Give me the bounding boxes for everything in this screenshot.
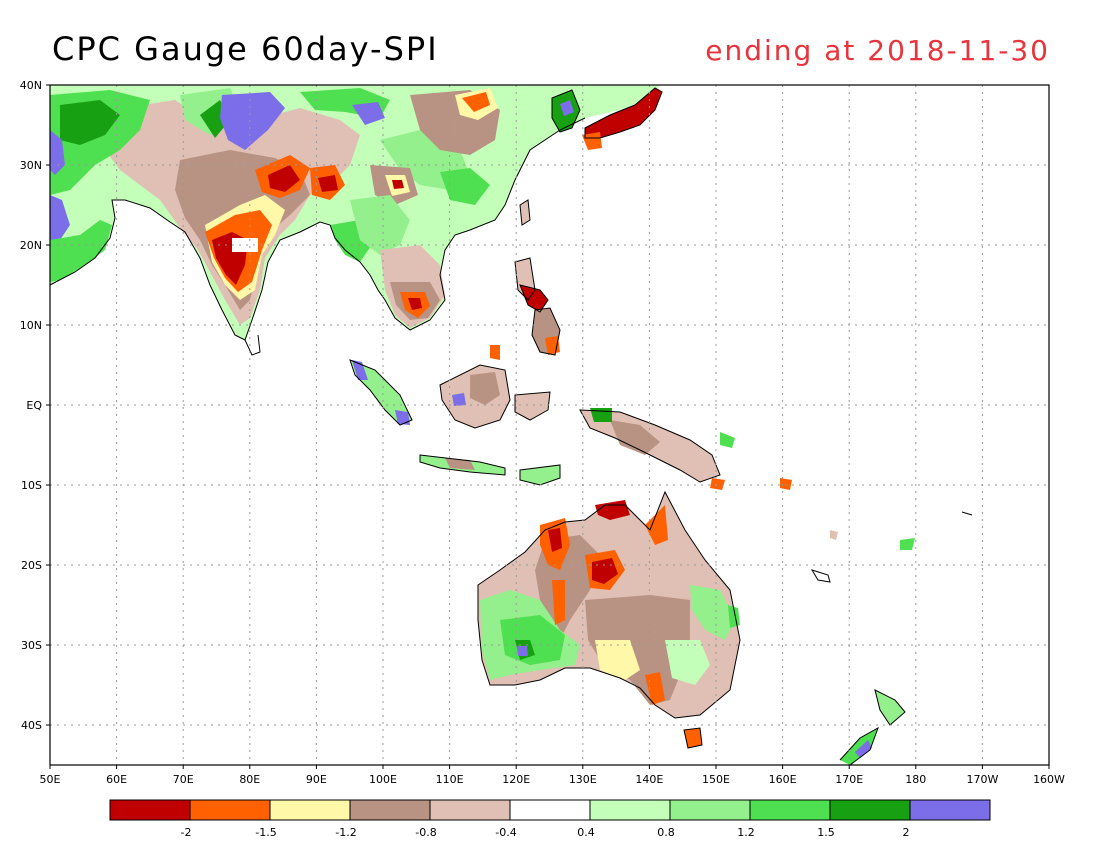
colorbar-label: 1.5: [817, 826, 835, 839]
lat-tick-label: 20N: [20, 239, 42, 252]
lat-tick-label: 20S: [21, 559, 42, 572]
latitude-labels: 40N 30N 20N 10N EQ 10S 20S 30S 40S: [20, 79, 50, 732]
lon-tick-label: 100E: [369, 773, 397, 786]
lon-tick-label: 180: [905, 773, 926, 786]
map-title: CPC Gauge 60day-SPI: [52, 30, 439, 68]
colorbar-swatch: [749, 799, 831, 821]
lon-tick-label: 170E: [835, 773, 863, 786]
colorbar-swatch: [269, 799, 351, 821]
colorbar: -2 -1.5 -1.2 -0.8 -0.4 0.4 0.8 1.2 1.5 2: [109, 799, 991, 839]
lon-tick-label: 70E: [173, 773, 194, 786]
lon-tick-label: 60E: [106, 773, 127, 786]
japan-korea-region: [520, 88, 662, 225]
colorbar-label: -1.2: [335, 826, 356, 839]
lon-tick-label: 170W: [966, 773, 998, 786]
colorbar-swatch: [109, 799, 191, 821]
lon-tick-label: 160W: [1033, 773, 1065, 786]
colorbar-label: -2: [181, 826, 192, 839]
lat-tick-label: EQ: [26, 399, 42, 412]
lon-tick-label: 80E: [239, 773, 260, 786]
colorbar-label: 0.8: [657, 826, 675, 839]
philippines-region: [490, 258, 560, 360]
colorbar-label: -1.5: [255, 826, 276, 839]
colorbar-label: 2: [903, 826, 910, 839]
lat-tick-label: 30N: [20, 159, 42, 172]
coastline-layer: [50, 87, 973, 765]
colorbar-swatch: [349, 799, 431, 821]
lon-tick-label: 150E: [702, 773, 730, 786]
colorbar-swatch: [829, 799, 911, 821]
colorbar-swatch: [189, 799, 271, 821]
lon-tick-label: 90E: [306, 773, 327, 786]
lat-tick-label: 40S: [21, 719, 42, 732]
colorbar-label: -0.4: [495, 826, 516, 839]
lat-tick-label: 10N: [20, 319, 42, 332]
asia-region: [50, 85, 660, 340]
lat-tick-label: 30S: [21, 639, 42, 652]
colorbar-label: -0.8: [415, 826, 436, 839]
colorbar-swatch: [669, 799, 751, 821]
indonesia-region: [350, 360, 560, 485]
lon-tick-label: 160E: [769, 773, 797, 786]
australia-region: [478, 492, 740, 748]
colorbar-label: 1.2: [737, 826, 755, 839]
lat-tick-label: 40N: [20, 79, 42, 92]
new-zealand-region: [840, 690, 905, 765]
colorbar-swatch: [589, 799, 671, 821]
lon-tick-label: 50E: [40, 773, 61, 786]
longitude-labels: 50E 60E 70E 80E 90E 100E 110E 120E 130E 140E 150E 1…: [40, 765, 1065, 786]
plot-frame: [49, 84, 1050, 766]
colorbar-swatch: [909, 799, 991, 821]
lat-tick-label: 10S: [21, 479, 42, 492]
lon-tick-label: 130E: [569, 773, 597, 786]
map-date: ending at 2018-11-30: [705, 34, 1050, 67]
lon-tick-label: 140E: [635, 773, 663, 786]
colorbar-swatch: [429, 799, 511, 821]
colorbar-label: 0.4: [577, 826, 595, 839]
lon-tick-label: 120E: [502, 773, 530, 786]
pacific-islands: [780, 478, 915, 550]
colorbar-swatch: [509, 799, 591, 821]
lon-tick-label: 110E: [436, 773, 464, 786]
spi-field-layer: [50, 85, 915, 765]
new-guinea-region: [580, 408, 735, 490]
